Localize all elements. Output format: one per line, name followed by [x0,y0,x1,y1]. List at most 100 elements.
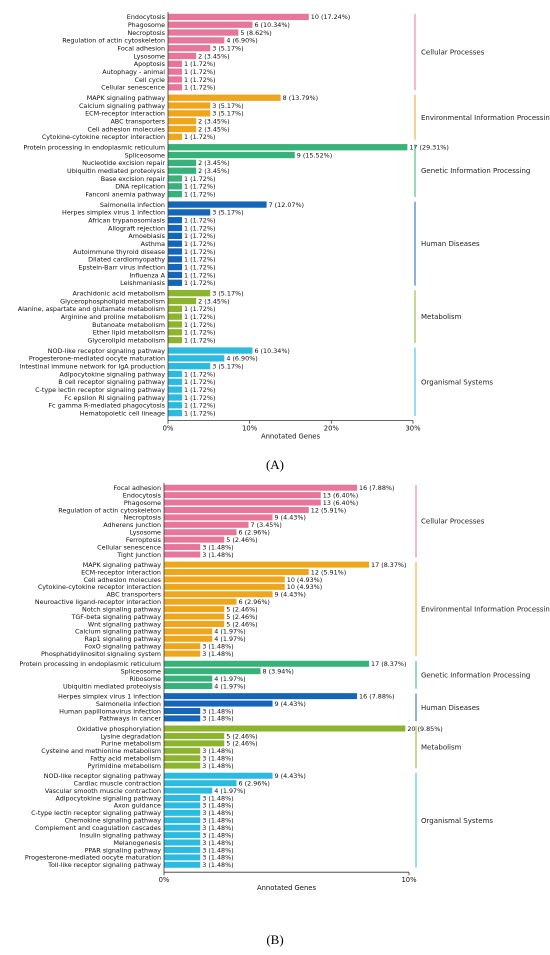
category-label-a: Hematopoietic cell lineage [80,409,165,417]
category-label-b: Herpes simplex virus 1 infection [58,692,161,700]
bar-a [168,279,183,286]
category-label-a: Asthma [141,240,165,248]
value-label-b: 3 (1.48%) [202,831,233,839]
bar-b [164,762,201,769]
bar-a [168,144,408,151]
value-label-a: 1 (1.72%) [184,60,215,68]
category-label-a: Arachidonic acid metabolism [72,289,165,297]
value-label-a: 10 (17.24%) [311,13,351,21]
bar-b [164,854,201,861]
category-label-b: C-type lectin receptor signaling pathway [31,809,161,817]
bar-b [164,598,237,605]
bar-b [164,484,358,491]
bar-a [168,386,183,393]
value-label-b: 5 (2.46%) [226,613,257,621]
value-label-a: 1 (1.72%) [184,409,215,417]
group-label-b: Human Diseases [421,704,480,712]
group-label-a: Human Diseases [421,240,480,248]
category-label-b: Ferroptosis [126,536,162,544]
value-label-a: 7 (12.07%) [269,201,304,209]
value-label-b: 3 (1.48%) [202,794,233,802]
category-label-b: Complement and coagulation cascades [35,824,162,832]
category-label-a: Cell cycle [135,76,166,84]
value-label-b: 10 (4.93%) [287,583,322,591]
x-tick-label-a: 10% [242,425,258,433]
bar-b [164,780,237,787]
value-label-b: 3 (1.48%) [202,643,233,651]
value-label-b: 5 (2.46%) [226,732,257,740]
value-label-b: 3 (1.48%) [202,802,233,810]
category-label-a: African trypanosomiasis [88,217,165,225]
category-label-b: Pathways in cancer [99,715,161,723]
value-label-a: 2 (3.45%) [198,297,229,305]
bar-b [164,675,213,682]
bar-a [168,159,197,167]
category-label-b: Endocytosis [123,491,162,499]
category-label-b: NOD-like receptor signaling pathway [44,772,162,780]
bar-a [168,347,253,354]
category-label-b: Progesterone-mediated oocyte maturation [25,854,161,862]
bar-b [164,732,225,739]
category-label-a: Alanine, aspartate and glutamate metabol… [18,305,165,313]
value-label-a: 1 (1.72%) [184,321,215,329]
category-label-a: Cell adhesion molecules [88,125,166,133]
category-label-a: Endocytosis [127,13,166,21]
category-label-a: Salmonella infection [100,201,165,209]
category-label-a: Dilated cardiomyopathy [88,256,165,264]
value-label-a: 3 (5.17%) [212,209,243,217]
panel-label-a: (A) [265,457,285,472]
value-label-a: 1 (1.72%) [184,183,215,191]
bar-b [164,569,309,576]
value-label-a: 9 (15.52%) [297,151,332,159]
bar-a [168,167,197,174]
category-label-a: Fc gamma R-mediated phagocytosis [48,402,165,410]
category-label-a: Apoptosis [134,60,166,68]
bar-b [164,529,237,536]
bar-a [168,305,183,312]
bar-a [168,297,197,305]
value-label-b: 13 (6.40%) [323,491,358,499]
value-label-a: 1 (1.72%) [184,394,215,402]
value-label-a: 1 (1.72%) [184,175,215,183]
category-label-a: ECM-receptor interaction [85,110,165,118]
bar-b [164,772,273,779]
value-label-b: 4 (1.97%) [214,787,245,795]
value-label-b: 3 (1.48%) [202,747,233,755]
bar-b [164,583,285,590]
category-label-b: Phagosome [124,499,161,507]
bar-b [164,561,370,568]
value-label-a: 1 (1.72%) [184,68,215,76]
bar-a [168,118,197,125]
category-label-b: Neuroactive ligand-receptor interaction [35,598,161,606]
value-label-a: 1 (1.72%) [184,217,215,225]
value-label-a: 4 (6.90%) [226,37,257,45]
value-label-a: 3 (5.17%) [212,110,243,118]
category-label-a: NOD-like receptor signaling pathway [48,347,166,355]
bar-b [164,707,201,714]
value-label-b: 9 (4.43%) [275,700,306,708]
bar-b [164,591,273,598]
bar-a [168,329,183,336]
bar-b [164,628,213,635]
bar-a [168,191,183,198]
bar-a [168,271,183,279]
category-label-b: Vascular smooth muscle contraction [45,787,161,795]
bar-a [168,248,183,255]
bar-a [168,175,183,182]
category-label-b: Toll-like receptor signaling pathway [47,861,161,869]
bar-b [164,613,225,620]
category-label-b: Calcium signaling pathway [75,628,161,636]
category-label-a: Ether lipid metabolism [93,329,165,337]
value-label-a: 8 (13.79%) [283,94,318,102]
category-label-a: Spliceosome [125,151,165,159]
bar-b [164,506,309,513]
category-label-a: Ubiquitin mediated proteolysis [67,167,166,175]
category-label-b: Cellular senescence [97,543,161,551]
bar-b [164,660,370,667]
bar-a [168,402,183,409]
value-label-a: 1 (1.72%) [184,336,215,344]
category-label-a: MAPK signaling pathway [87,94,165,102]
category-label-b: Axon guidance [114,802,161,810]
group-label-b: Genetic Information Processing [421,671,530,679]
value-label-b: 3 (1.48%) [202,762,233,770]
